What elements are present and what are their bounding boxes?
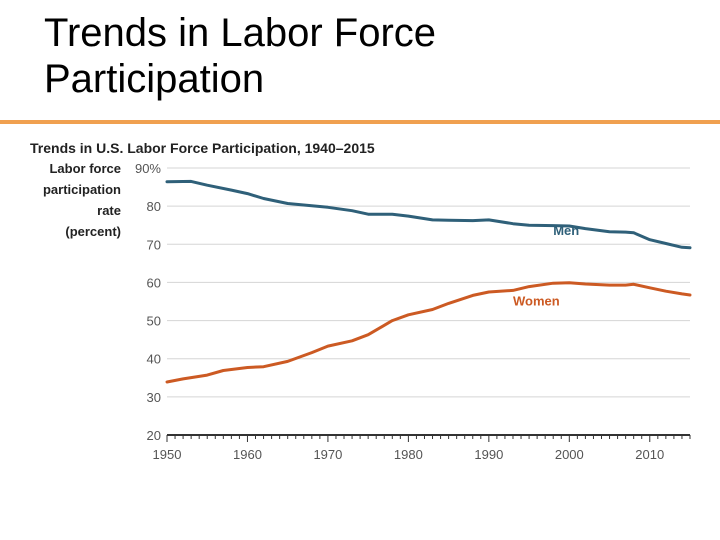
series-label-women: Women — [513, 293, 560, 308]
y-axis-label-line-3: rate — [97, 203, 121, 218]
title-divider — [0, 120, 720, 124]
chart-title: Trends in U.S. Labor Force Participation… — [30, 140, 375, 156]
slide-title: Trends in Labor Force Participation — [44, 10, 684, 102]
y-tick-label-80: 80 — [147, 199, 161, 214]
y-tick-label-40: 40 — [147, 352, 161, 367]
y-tick-label-90: 90% — [135, 161, 161, 176]
y-axis-label-line-1: Labor force — [49, 161, 121, 176]
series-line-men — [165, 179, 692, 250]
y-tick-label-60: 60 — [147, 275, 161, 290]
y-axis-label-line-2: participation — [43, 182, 121, 197]
y-axis-ticks: 90% 80 70 60 50 40 30 20 — [135, 161, 161, 443]
y-tick-label-50: 50 — [147, 314, 161, 329]
y-axis-label-line-4: (percent) — [65, 224, 121, 239]
gridlines — [167, 167, 690, 398]
y-tick-label-20: 20 — [147, 428, 161, 443]
y-tick-label-30: 30 — [147, 390, 161, 405]
series-label-men: Men — [553, 223, 579, 238]
x-tick-label-2000: 2000 — [555, 447, 584, 462]
x-tick-label-1960: 1960 — [233, 447, 262, 462]
x-tick-label-1970: 1970 — [313, 447, 342, 462]
x-tick-label-2010: 2010 — [635, 447, 664, 462]
y-tick-label-70: 70 — [147, 237, 161, 252]
x-tick-label-1950: 1950 — [153, 447, 182, 462]
x-tick-label-1980: 1980 — [394, 447, 423, 462]
x-tick-label-1990: 1990 — [474, 447, 503, 462]
slide-title-line-1: Trends in Labor Force — [44, 11, 437, 55]
y-axis-label: Labor force participation rate (percent) — [43, 161, 121, 239]
series-line-women — [165, 281, 692, 384]
series-lines — [165, 179, 692, 384]
slide-title-line-2: Participation — [44, 57, 265, 101]
labor-force-chart: Trends in U.S. Labor Force Participation… — [30, 140, 692, 462]
series-labels: Men Women — [513, 223, 579, 309]
x-axis: 1950 1960 1970 1980 1990 2000 2010 — [153, 434, 691, 462]
